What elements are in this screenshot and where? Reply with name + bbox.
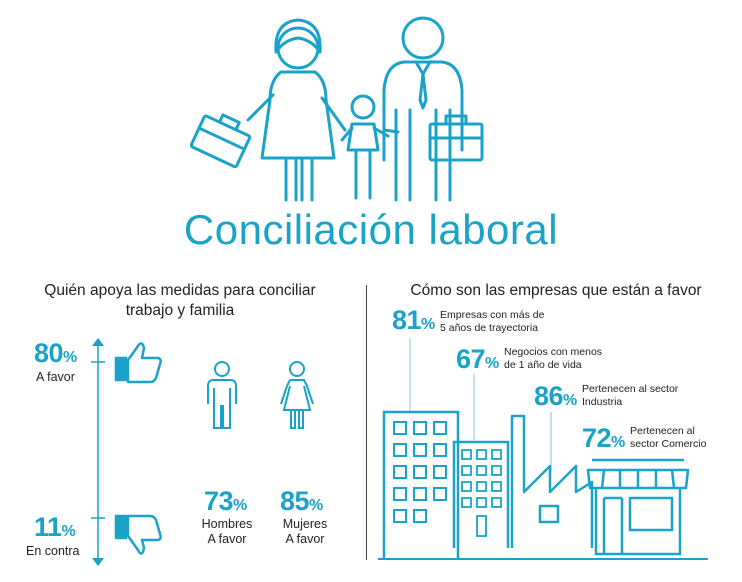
- office-building-icon: [382, 410, 460, 558]
- woman-icon: [280, 361, 314, 429]
- item3-unit: %: [563, 392, 577, 409]
- item2-value: 67%: [456, 344, 499, 375]
- item1-label: Empresas con más de 5 años de trayectori…: [440, 309, 544, 335]
- item1-value: 81%: [392, 305, 435, 336]
- men-label: Hombres A favor: [196, 517, 258, 547]
- item3-label: Pertenecen al sector Industria: [582, 383, 678, 409]
- men-value: 73%: [204, 486, 247, 517]
- women-label-line1: Mujeres: [282, 517, 328, 531]
- item3-line1: Pertenecen al sector: [582, 383, 679, 395]
- item1-line1: Empresas con más de: [440, 309, 545, 321]
- item2-line1: Negocios con menos: [504, 346, 603, 358]
- item4-unit: %: [611, 434, 625, 451]
- family-illustration-icon: [189, 16, 484, 202]
- women-label-line2: A favor: [285, 532, 325, 546]
- item4-number: 72: [582, 423, 612, 453]
- men-label-line2: A favor: [207, 532, 247, 546]
- item2-unit: %: [485, 355, 499, 372]
- item2-line2: de 1 año de vida: [504, 359, 582, 371]
- item3-number: 86: [534, 381, 564, 411]
- item4-line1: Pertenecen al: [630, 425, 695, 437]
- women-label: Mujeres A favor: [274, 517, 336, 547]
- factory-icon: [510, 414, 594, 548]
- left-heading-line1: Quién apoya las medidas para conciliar: [44, 282, 316, 299]
- contra-label: En contra: [26, 544, 80, 558]
- item1-number: 81: [392, 305, 422, 335]
- contra-number: 11: [34, 512, 62, 542]
- vertical-scale-arrow: [91, 338, 105, 566]
- right-heading: Cómo son las empresas que están a favor: [410, 282, 702, 299]
- favor-value: 80%: [34, 338, 77, 369]
- page-title: Conciliación laboral: [183, 206, 559, 253]
- men-label-line1: Hombres: [201, 517, 253, 531]
- left-heading: Quién apoya las medidas para conciliar t…: [20, 281, 340, 321]
- small-building-icon: [452, 440, 510, 548]
- men-number: 73: [204, 486, 234, 516]
- man-icon: [207, 361, 237, 429]
- ground-line: [378, 558, 708, 560]
- item3-value: 86%: [534, 381, 577, 412]
- contra-unit: %: [61, 523, 76, 540]
- women-number: 85: [280, 486, 310, 516]
- women-unit: %: [309, 497, 323, 514]
- favor-label: A favor: [36, 370, 75, 384]
- women-value: 85%: [280, 486, 323, 517]
- favor-unit: %: [63, 349, 77, 366]
- section-divider: [366, 285, 367, 560]
- contra-value: 11%: [34, 512, 76, 543]
- item2-number: 67: [456, 344, 486, 374]
- men-unit: %: [233, 497, 247, 514]
- item3-line2: Industria: [582, 396, 623, 408]
- thumbs-up-icon: [114, 342, 162, 384]
- item4-value: 72%: [582, 423, 625, 454]
- thumbs-down-icon: [114, 514, 162, 555]
- favor-number: 80: [34, 338, 64, 368]
- item1-line2: 5 años de trayectoria: [440, 322, 539, 334]
- shop-icon: [586, 458, 690, 556]
- item2-label: Negocios con menos de 1 año de vida: [504, 346, 602, 372]
- item1-unit: %: [421, 316, 435, 333]
- left-heading-line2: trabajo y familia: [125, 302, 235, 319]
- item4-label: Pertenecen al sector Comercio: [630, 425, 706, 451]
- item4-line2: sector Comercio: [630, 438, 707, 450]
